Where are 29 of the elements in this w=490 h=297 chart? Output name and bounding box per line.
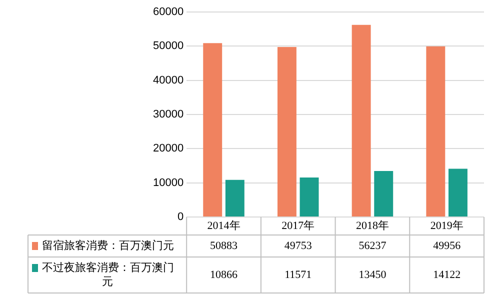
data-label: 56237 [358,240,387,252]
data-label: 10866 [210,268,238,281]
bar [374,171,394,216]
y-tick-label: 0 [177,211,184,224]
data-label: 49753 [284,240,312,252]
x-tick-label: 2017年 [282,220,315,232]
x-tick-label: 2018年 [356,220,389,232]
legend-label: 留宿旅客消费：百万澳门元 [42,238,174,252]
data-label: 14122 [433,268,461,281]
data-label: 11571 [284,268,312,281]
bar [225,180,244,216]
x-tick-label: 2014年 [207,220,240,232]
bar [300,177,319,216]
data-label: 13450 [358,268,387,281]
y-tick-label: 60000 [152,6,184,18]
y-tick-label: 10000 [152,176,184,189]
y-tick-label: 30000 [152,108,184,121]
data-label: 50883 [210,240,238,252]
y-tick-label: 40000 [152,74,184,86]
data-label: 49956 [433,240,462,252]
bar [203,43,222,216]
bar [277,47,296,216]
x-tick-label: 2019年 [430,220,464,232]
bar [426,46,446,216]
legend-label: 不过夜旅客消费：百万澳门元 [42,260,174,288]
bar [448,168,468,216]
y-tick-label: 50000 [152,40,184,52]
bar [352,24,371,216]
y-tick-label: 20000 [152,142,184,155]
